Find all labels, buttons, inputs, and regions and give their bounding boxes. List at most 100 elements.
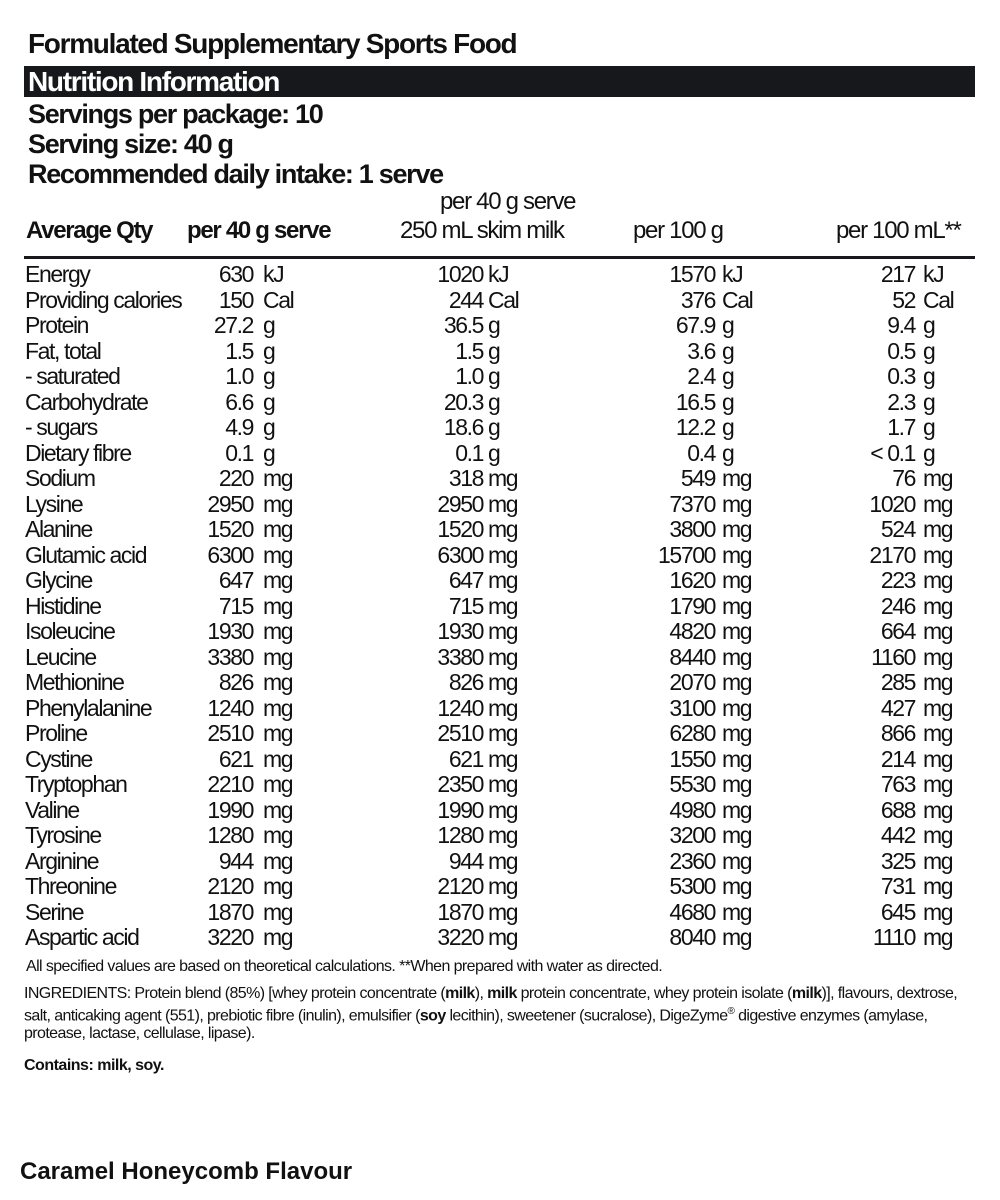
unit-per-100g: mg (722, 643, 753, 670)
unit-per-100ml: g (923, 414, 936, 440)
nutrient-name: Arginine (25, 847, 100, 874)
unit-per-100g: mg (722, 541, 753, 568)
nutrient-name: Tyrosine (25, 822, 102, 848)
nutrient-name: Energy (25, 261, 91, 287)
recommended-intake: Recommended daily intake: 1 serve (28, 159, 444, 189)
table-row: Methionine 826 mg 826 mg 2070 mg 285 mg (0, 669, 1000, 695)
unit-per-serve: mg (263, 567, 294, 593)
unit-with-milk: mg (488, 694, 519, 721)
value-with-milk: 647 (448, 567, 485, 593)
value-per-100g: 549 (680, 465, 717, 491)
unit-per-100ml: mg (923, 618, 954, 644)
table-row: Energy 630 kJ 1020 kJ 1570 kJ 217 kJ (0, 261, 1000, 287)
value-per-100g: 1790 (669, 592, 716, 619)
unit-per-serve: mg (263, 771, 294, 797)
value-per-100ml: 1.7 (887, 414, 916, 440)
ingredients-text: ), (474, 985, 488, 1002)
value-per-serve: 4.9 (225, 414, 254, 440)
value-per-serve: 0.1 (225, 439, 254, 466)
value-per-serve: 647 (218, 567, 255, 593)
unit-per-100g: mg (722, 847, 753, 874)
value-per-serve: 1520 (207, 516, 254, 542)
table-row: Tryptophan 2210 mg 2350 mg 5530 mg 763 mg (0, 771, 1000, 797)
value-per-100g: 2070 (669, 669, 716, 695)
value-per-100g: 15700 (658, 541, 716, 568)
unit-per-100g: mg (722, 669, 753, 695)
table-row: Cystine 621 mg 621 mg 1550 mg 214 mg (0, 746, 1000, 772)
value-per-100ml: 664 (880, 618, 917, 644)
value-per-serve: 6.6 (225, 388, 254, 415)
value-per-100ml: 645 (880, 898, 917, 925)
ingredients-text: lecithin), sweetener (sucralose), DigeZy… (445, 1007, 728, 1025)
value-per-100g: 3100 (669, 694, 716, 721)
unit-with-milk: mg (488, 618, 519, 644)
nutrient-name: Isoleucine (25, 618, 116, 644)
unit-per-serve: mg (263, 745, 294, 772)
serving-size: Serving size: 40 g (28, 129, 234, 159)
allergen-statement: Contains: milk, soy. (24, 1057, 164, 1074)
value-per-100g: 8440 (669, 643, 716, 670)
value-per-serve: 27.2 (213, 312, 255, 338)
unit-per-100ml: mg (923, 465, 954, 491)
unit-per-100ml: mg (923, 592, 954, 619)
value-per-100ml: 223 (880, 567, 917, 593)
value-per-serve: 630 (218, 261, 255, 287)
value-per-100ml: 325 (880, 847, 917, 874)
value-with-milk: 2950 (437, 490, 484, 517)
value-with-milk: 6300 (437, 541, 484, 568)
allergen-highlight: milk (487, 985, 517, 1002)
unit-per-serve: mg (263, 796, 294, 823)
nutrient-name: Serine (25, 898, 84, 925)
unit-per-serve: mg (263, 720, 294, 746)
ingredients-text: INGREDIENTS: Protein blend (85%) [whey p… (24, 985, 446, 1002)
unit-per-serve: mg (263, 541, 294, 568)
value-with-milk: 318 (448, 465, 485, 491)
nutrient-name: Sodium (25, 465, 96, 491)
unit-per-serve: mg (263, 516, 294, 542)
unit-per-100ml: g (923, 337, 936, 364)
value-with-milk: 1280 (437, 822, 484, 848)
value-per-serve: 150 (218, 286, 255, 313)
unit-per-serve: g (263, 439, 276, 466)
ingredients-text: protein concentrate, whey protein isolat… (516, 985, 793, 1002)
value-per-100g: 376 (680, 286, 717, 313)
value-per-100ml: 688 (880, 796, 917, 823)
unit-per-100g: mg (722, 924, 753, 950)
value-per-serve: 1240 (207, 694, 254, 721)
unit-per-100ml: g (923, 312, 936, 338)
unit-per-serve: mg (263, 898, 294, 925)
value-per-100ml: 427 (880, 694, 917, 721)
unit-per-100ml: mg (923, 796, 954, 823)
table-row: Dietary fibre 0.1 g 0.1 g 0.4 g < 0.1 g (0, 440, 1000, 466)
value-per-100ml: 0.3 (887, 363, 916, 389)
unit-per-serve: g (263, 337, 276, 364)
ingredients-text: ® (727, 1006, 735, 1017)
value-per-100ml: 1160 (871, 643, 916, 670)
unit-per-serve: mg (263, 822, 294, 848)
value-per-100g: 5300 (669, 873, 716, 899)
value-per-100ml: < 0.1 (870, 439, 916, 466)
value-per-100ml: 217 (880, 261, 917, 287)
table-row: Providing calories 150 Cal 244 Cal 376 Cal 52 Ca… (0, 287, 1000, 313)
nutrient-name: Alanine (25, 516, 93, 542)
value-per-100g: 8040 (669, 924, 716, 950)
unit-per-100ml: mg (923, 924, 954, 950)
unit-per-100g: mg (722, 567, 753, 593)
ingredients-text: )], flavours, dextrose, salt, anticaking… (24, 985, 958, 1025)
value-with-milk: 944 (448, 847, 485, 874)
value-per-100ml: 731 (880, 873, 917, 899)
unit-with-milk: mg (488, 490, 519, 517)
unit-with-milk: mg (488, 771, 519, 797)
nutrient-name: Threonine (25, 873, 117, 899)
nutrient-name: Dietary fibre (25, 439, 132, 466)
unit-per-100ml: mg (923, 694, 954, 721)
table-row: Alanine 1520 mg 1520 mg 3800 mg 524 mg (0, 516, 1000, 542)
unit-with-milk: mg (488, 745, 519, 772)
value-per-serve: 1.0 (225, 363, 254, 389)
unit-per-100g: mg (722, 490, 753, 517)
unit-per-100ml: mg (923, 745, 954, 772)
value-per-serve: 1930 (207, 618, 254, 644)
value-per-100g: 3.6 (687, 337, 716, 364)
unit-per-100ml: mg (923, 643, 954, 670)
unit-with-milk: g (488, 414, 501, 440)
